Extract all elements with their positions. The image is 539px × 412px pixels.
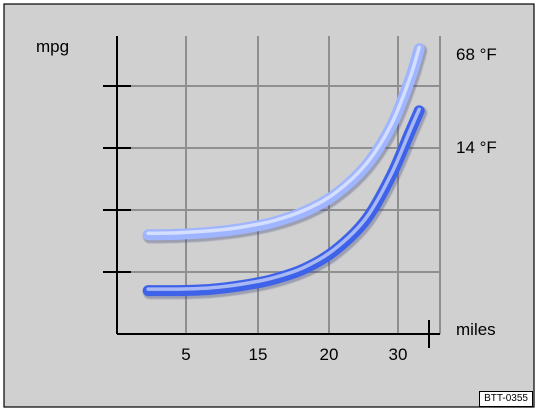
x-tick-label: 20 (320, 345, 339, 364)
chart-frame (3, 3, 535, 408)
series-68f-curve (142, 43, 428, 244)
curve-highlight (146, 45, 421, 236)
series-label-68f: 68 °F (456, 45, 497, 64)
series-14f-curve (142, 105, 428, 300)
series-curves (142, 43, 428, 300)
x-axis-label: miles (456, 320, 496, 339)
y-axis-label: mpg (36, 37, 69, 56)
x-tick-label: 15 (249, 345, 268, 364)
series-label-14f: 14 °F (456, 138, 497, 157)
axis-labels: mpg miles 5 15 20 30 68 °F 14 °F (36, 37, 497, 364)
curve-highlight (146, 107, 421, 291)
x-tick-label: 5 (181, 345, 190, 364)
figure-id-badge: BTT-0355 (479, 391, 533, 407)
axes (103, 36, 440, 348)
x-tick-label: 30 (389, 345, 408, 364)
grid-lines (117, 36, 441, 334)
